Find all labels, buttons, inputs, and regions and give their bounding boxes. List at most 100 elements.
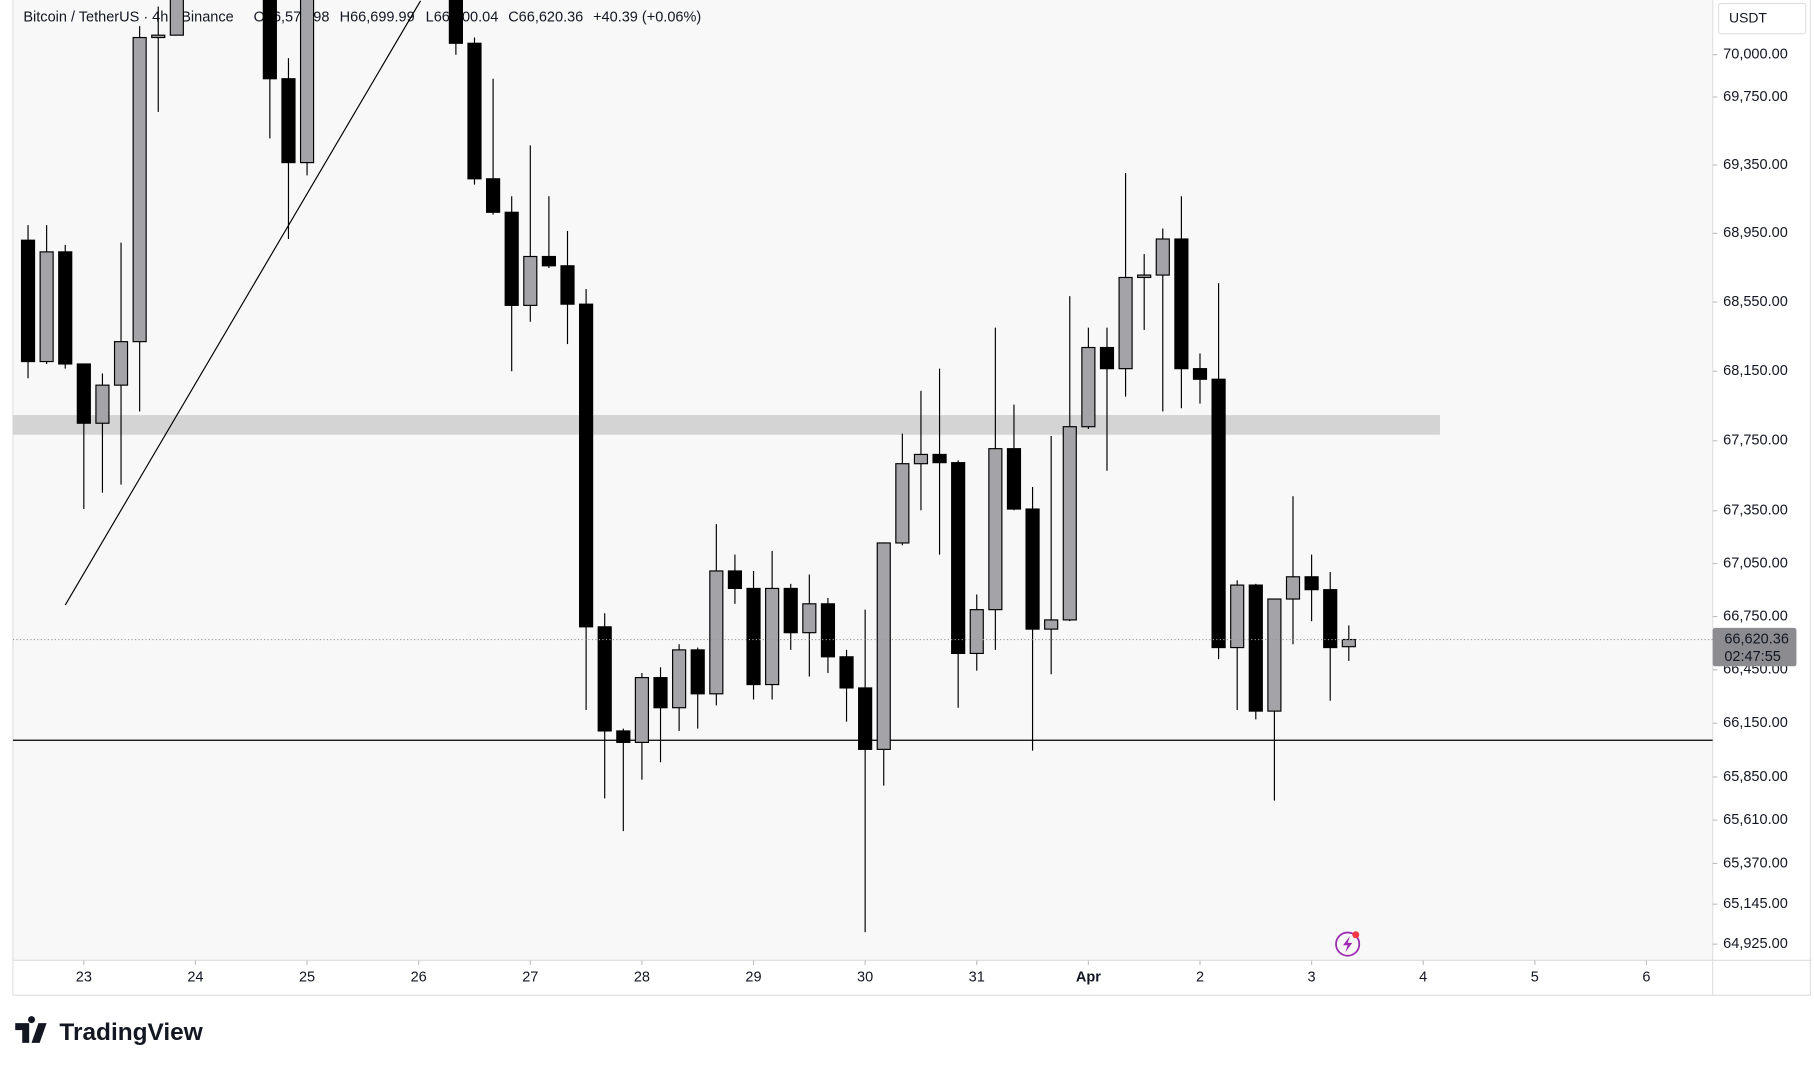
candle-body (1081, 346, 1096, 428)
candle-body (1044, 619, 1059, 630)
y-tick-label: 65,850.00 (1723, 769, 1788, 785)
x-tick-label: 4 (1419, 970, 1427, 986)
candle-body (597, 626, 612, 732)
candle-body (634, 677, 650, 743)
axes: 70,000.00 69,750.00 69,350.00 68,950.00 68,5… (76, 47, 1797, 986)
candle-body (1025, 508, 1040, 630)
x-tick-label: 24 (187, 970, 203, 986)
last-price-label: 66,620.36 (1724, 631, 1789, 647)
candle-body (132, 36, 147, 343)
candle-body (20, 239, 36, 363)
x-tick-label: 29 (745, 970, 761, 986)
candle-body (281, 78, 296, 164)
y-tick-label: 65,370.00 (1723, 855, 1788, 871)
candle-body (76, 363, 91, 424)
symbol: Bitcoin / TetherUS · 4h · Binance (23, 9, 233, 25)
y-tick-label: 70,000.00 (1723, 47, 1788, 63)
candle-body (560, 265, 575, 305)
candle-body (1211, 378, 1226, 649)
candle-body (988, 448, 1003, 611)
candle-body (913, 453, 929, 465)
candle-body (1267, 598, 1282, 712)
legend-header: Bitcoin / TetherUS · 4h · Binance O66,57… (23, 9, 701, 25)
candle-body (579, 303, 594, 628)
candle-body (485, 178, 501, 213)
y-tick-label: 69,350.00 (1723, 157, 1788, 173)
candle-body (932, 453, 947, 464)
x-tick-label: 26 (411, 970, 427, 986)
candle-body (95, 384, 110, 424)
currency-box[interactable] (1717, 2, 1807, 35)
candle-body (858, 687, 873, 750)
y-tick-label: 69,750.00 (1723, 89, 1788, 105)
candle-body (523, 255, 538, 306)
x-tick-label: 28 (634, 970, 650, 986)
y-tick-label: 64,925.00 (1723, 936, 1788, 952)
plot-area (12, 0, 1713, 961)
candle-body (448, 0, 463, 44)
candle-body (765, 587, 780, 686)
candle-body (1248, 584, 1263, 712)
alert-icon[interactable] (1335, 931, 1361, 957)
x-tick-label: 2 (1196, 970, 1204, 986)
candle-body (1285, 576, 1301, 600)
x-tick-label: 25 (299, 970, 315, 986)
candle-body (895, 463, 910, 544)
candle-body (151, 34, 166, 39)
candle-body (58, 251, 73, 365)
candle-body (1304, 576, 1319, 591)
candle-body (1230, 584, 1245, 649)
y-tick-label: 65,610.00 (1723, 812, 1788, 828)
y-tick-label: 66,150.00 (1723, 715, 1788, 731)
y-tick-label: 68,550.00 (1723, 294, 1788, 310)
candle-body (1006, 448, 1022, 510)
candle-body (1062, 426, 1077, 621)
candle-body (653, 677, 668, 709)
candle-body (783, 587, 798, 634)
candle-body (504, 211, 519, 306)
y-tick-label: 68,150.00 (1723, 363, 1788, 379)
candle-body (616, 730, 631, 743)
candle-body (746, 587, 761, 686)
candle-body (1155, 238, 1170, 276)
candle-body (1341, 638, 1356, 648)
candle-body (1137, 274, 1152, 279)
candle-body (690, 649, 705, 695)
alert-ring (1335, 931, 1361, 957)
legend-close: C66,620.36 (508, 9, 583, 25)
legend-change: +40.39 (+0.06%) (593, 9, 701, 25)
candle-body (1192, 368, 1208, 380)
candle-body (467, 42, 482, 180)
logo: TradingView (15, 1016, 204, 1046)
logo-mark (15, 1016, 47, 1043)
brand: TradingView (59, 1019, 203, 1046)
x-tick-label: 3 (1308, 970, 1316, 986)
countdown: 02:47:55 (1724, 649, 1781, 665)
x-tick-label: Apr (1076, 970, 1101, 986)
last-price-box (1712, 627, 1797, 667)
candle-body (802, 603, 817, 634)
alert-dot (1352, 931, 1360, 939)
y-tick-label: 68,950.00 (1723, 225, 1788, 241)
candle-body (169, 0, 184, 36)
candle-body (1099, 346, 1115, 370)
plot (12, 0, 1713, 933)
candle-body (39, 251, 54, 363)
support-zone (12, 415, 1440, 435)
candle-body (709, 570, 724, 695)
candle-body (1323, 589, 1338, 649)
candle-body (1118, 276, 1133, 370)
y-tick-label: 67,750.00 (1723, 433, 1788, 449)
x-tick-label: 5 (1531, 970, 1539, 986)
legend-high: H66,699.99 (340, 9, 415, 25)
x-tick-label: 6 (1642, 970, 1650, 986)
candle-body (727, 570, 743, 590)
candle-body (1174, 238, 1189, 370)
x-tick-label: 30 (857, 970, 873, 986)
candle-body (839, 656, 854, 689)
candle-body (541, 255, 556, 267)
candle-body (113, 341, 129, 386)
y-tick-label: 66,750.00 (1723, 608, 1788, 624)
currency: USDT (1729, 9, 1767, 25)
